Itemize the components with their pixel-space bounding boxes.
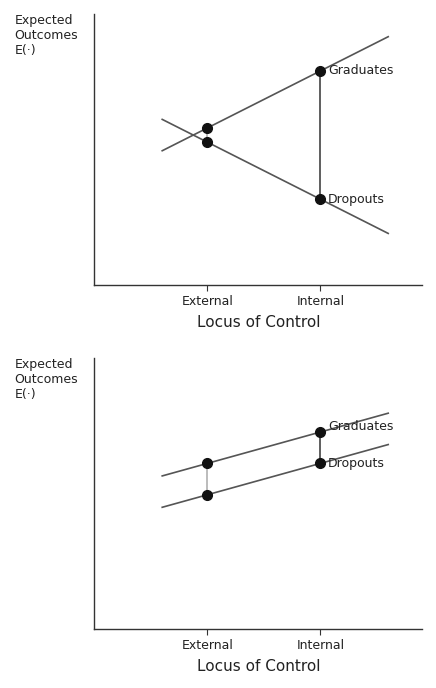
Y-axis label: Expected
Outcomes
E(·): Expected Outcomes E(·) xyxy=(14,14,78,57)
Text: Dropouts: Dropouts xyxy=(328,193,385,206)
Text: Graduates: Graduates xyxy=(328,420,393,433)
X-axis label: Locus of Control: Locus of Control xyxy=(197,659,320,674)
Text: Graduates: Graduates xyxy=(328,65,393,78)
Text: Dropouts: Dropouts xyxy=(328,457,385,470)
Y-axis label: Expected
Outcomes
E(·): Expected Outcomes E(·) xyxy=(14,358,78,401)
X-axis label: Locus of Control: Locus of Control xyxy=(197,315,320,330)
